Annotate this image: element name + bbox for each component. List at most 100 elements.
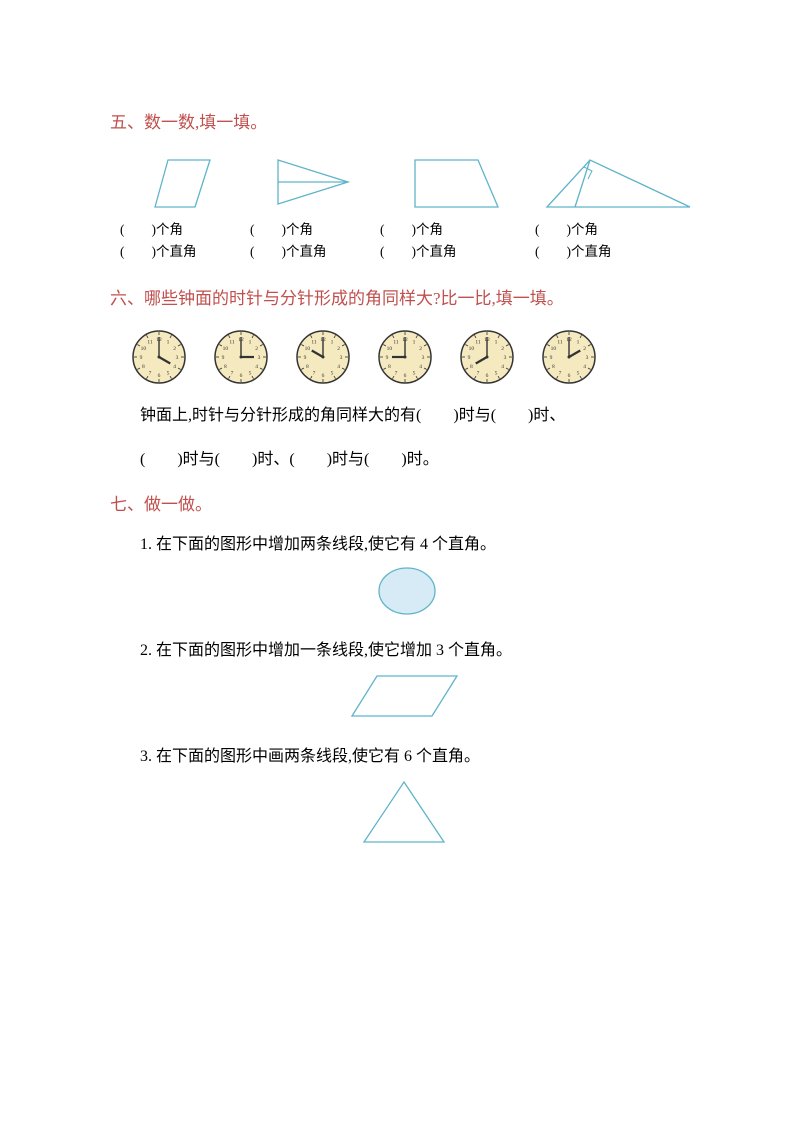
svg-text:2: 2 (583, 346, 586, 352)
shapes-row (120, 152, 703, 214)
angle-label: 个角 (156, 222, 183, 237)
trapezoid-icon (403, 152, 513, 214)
clock-question-line-1: 钟面上,时针与分针形成的角同样大的有( )时与( )时、 (140, 404, 703, 428)
section-7-title: 七、做一做。 (110, 492, 703, 518)
clock-5-icon: 121234567891011 (458, 328, 516, 386)
clocks-row: 121234567891011 121234567891011 12123456… (130, 328, 703, 386)
svg-text:9: 9 (140, 355, 143, 361)
svg-text:9: 9 (386, 355, 389, 361)
svg-text:2: 2 (173, 346, 176, 352)
triangle-icon (359, 777, 454, 849)
svg-text:9: 9 (304, 355, 307, 361)
svg-text:11: 11 (393, 339, 399, 345)
right-angle-label: 个直角 (416, 244, 457, 259)
svg-text:8: 8 (224, 364, 227, 370)
svg-text:4: 4 (501, 364, 504, 370)
fig-7-1 (110, 565, 703, 617)
blanks-row-1: ( )个角 ( )个角 ( )个角 ( )个角 (120, 220, 703, 240)
svg-text:10: 10 (141, 346, 147, 352)
clock-1-icon: 121234567891011 (130, 328, 188, 386)
svg-text:5: 5 (331, 370, 334, 376)
svg-text:7: 7 (231, 370, 234, 376)
section-5-title: 五、数一数,填一填。 (110, 110, 703, 136)
parallelogram-icon (347, 671, 467, 723)
svg-text:11: 11 (229, 339, 235, 345)
section-7: 七、做一做。 1. 在下面的图形中增加两条线段,使它有 4 个直角。 2. 在下… (110, 492, 703, 850)
fig-7-2 (110, 671, 703, 723)
triangle-diag-icon (268, 152, 363, 214)
svg-text:4: 4 (583, 364, 586, 370)
section-6-title: 六、哪些钟面的时针与分针形成的角同样大?比一比,填一填。 (110, 286, 703, 312)
svg-text:1: 1 (331, 339, 334, 345)
svg-text:7: 7 (313, 370, 316, 376)
svg-text:7: 7 (149, 370, 152, 376)
svg-text:5: 5 (577, 370, 580, 376)
svg-text:4: 4 (337, 364, 340, 370)
svg-text:9: 9 (550, 355, 553, 361)
clock-6-icon: 121234567891011 (540, 328, 598, 386)
shape-4 (535, 152, 700, 214)
svg-text:2: 2 (255, 346, 258, 352)
q7-1: 1. 在下面的图形中增加两条线段,使它有 4 个直角。 (140, 533, 703, 557)
shape-3 (380, 152, 535, 214)
svg-text:4: 4 (173, 364, 176, 370)
svg-text:6: 6 (240, 373, 243, 379)
svg-text:6: 6 (486, 373, 489, 379)
svg-text:11: 11 (475, 339, 481, 345)
svg-text:11: 11 (311, 339, 317, 345)
triangle-inner-icon (535, 152, 700, 214)
svg-text:5: 5 (249, 370, 252, 376)
svg-text:2: 2 (419, 346, 422, 352)
svg-text:1: 1 (413, 339, 416, 345)
svg-text:4: 4 (255, 364, 258, 370)
svg-text:2: 2 (501, 346, 504, 352)
svg-text:7: 7 (559, 370, 562, 376)
svg-text:7: 7 (395, 370, 398, 376)
svg-text:9: 9 (468, 355, 471, 361)
svg-text:6: 6 (404, 373, 407, 379)
svg-text:2: 2 (337, 346, 340, 352)
svg-text:3: 3 (176, 355, 179, 361)
svg-text:6: 6 (568, 373, 571, 379)
svg-text:9: 9 (222, 355, 225, 361)
angle-label: 个角 (416, 222, 443, 237)
svg-text:5: 5 (413, 370, 416, 376)
svg-text:5: 5 (167, 370, 170, 376)
svg-text:10: 10 (469, 346, 475, 352)
q7-3: 3. 在下面的图形中画两条线段,使它有 6 个直角。 (140, 745, 703, 769)
svg-text:3: 3 (258, 355, 261, 361)
shape-2 (250, 152, 380, 214)
section-5: 五、数一数,填一填。 ( )个角 ( ) (110, 110, 703, 262)
svg-text:1: 1 (495, 339, 498, 345)
svg-text:8: 8 (142, 364, 145, 370)
right-angle-label: 个直角 (156, 244, 197, 259)
svg-text:10: 10 (223, 346, 229, 352)
svg-text:4: 4 (419, 364, 422, 370)
svg-text:3: 3 (340, 355, 343, 361)
svg-text:3: 3 (504, 355, 507, 361)
clock-3-icon: 121234567891011 (294, 328, 352, 386)
svg-text:11: 11 (147, 339, 153, 345)
svg-text:8: 8 (552, 364, 555, 370)
svg-text:1: 1 (249, 339, 252, 345)
angle-label: 个角 (571, 222, 598, 237)
svg-text:8: 8 (306, 364, 309, 370)
svg-text:8: 8 (388, 364, 391, 370)
svg-text:3: 3 (422, 355, 425, 361)
svg-text:10: 10 (305, 346, 311, 352)
right-angle-label: 个直角 (286, 244, 327, 259)
quadrilateral-icon (140, 152, 230, 214)
blanks-row-2: ( )个直角 ( )个直角 ( )个直角 ( )个直角 (120, 242, 703, 262)
clock-4-icon: 121234567891011 (376, 328, 434, 386)
section-6: 六、哪些钟面的时针与分针形成的角同样大?比一比,填一填。 12123456789… (110, 286, 703, 472)
q7-2: 2. 在下面的图形中增加一条线段,使它增加 3 个直角。 (140, 639, 703, 663)
svg-text:1: 1 (167, 339, 170, 345)
svg-text:1: 1 (577, 339, 580, 345)
svg-text:3: 3 (586, 355, 589, 361)
svg-text:10: 10 (551, 346, 557, 352)
clock-question-line-2: ( )时与( )时、( )时与( )时。 (140, 448, 703, 472)
svg-text:8: 8 (470, 364, 473, 370)
shape-1 (120, 152, 250, 214)
svg-text:10: 10 (387, 346, 393, 352)
svg-text:11: 11 (557, 339, 563, 345)
